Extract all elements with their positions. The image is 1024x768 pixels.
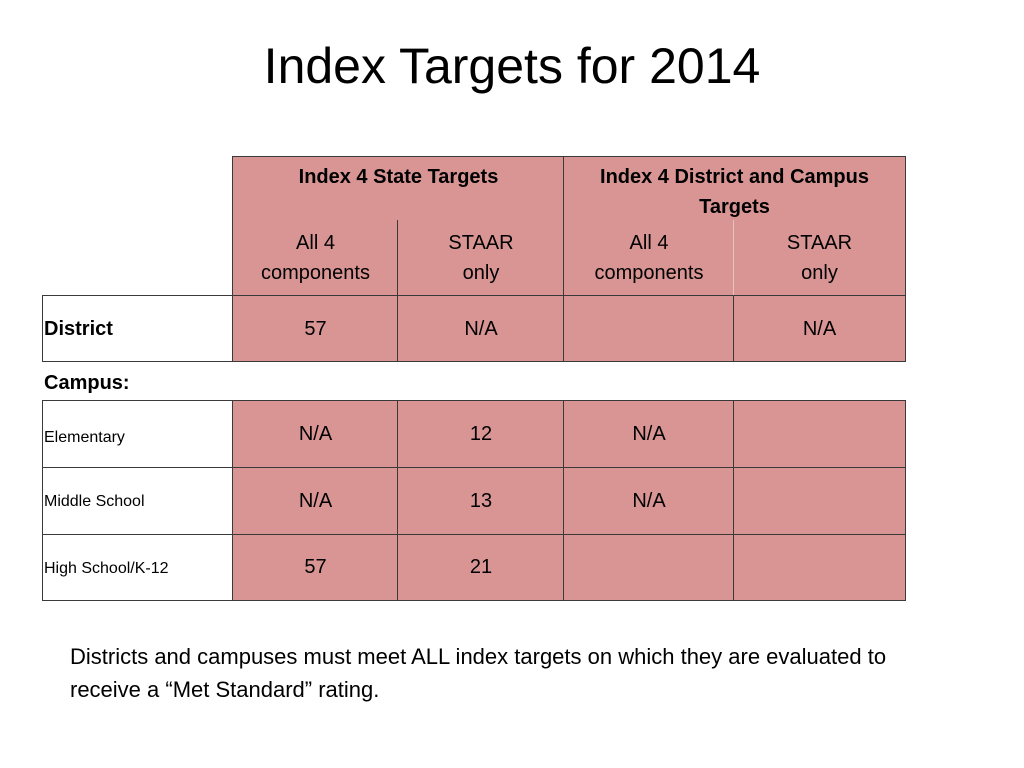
table-border (233, 156, 905, 157)
table-border (905, 156, 906, 362)
middle-school-state-all: N/A (233, 467, 398, 534)
table-border (42, 467, 905, 468)
table-border (42, 600, 906, 601)
high-school-state-all: 57 (233, 534, 398, 600)
campus-row-label: High School/K-12 (44, 560, 169, 577)
district-state-staar: N/A (398, 296, 564, 361)
table-border (733, 295, 734, 362)
middle-school-state-staar: 13 (398, 467, 564, 534)
subheader-dc-staar-only: STAAR only (734, 220, 905, 296)
district-label: District (44, 317, 113, 340)
district-row-label: District (42, 296, 233, 361)
header-district-campus-targets: Index 4 District and Campus Targets (564, 157, 905, 220)
table-border (733, 400, 734, 601)
slide-title: Index Targets for 2014 (263, 38, 761, 94)
campus-section-label: Campus: (44, 372, 130, 394)
table-border (563, 156, 564, 362)
district-state-all: 57 (233, 296, 398, 361)
elementary-state-all: N/A (233, 401, 398, 467)
high-school-dc-all (564, 534, 734, 600)
table-border (42, 361, 905, 362)
table-border (42, 295, 43, 362)
table-border (563, 400, 564, 601)
subheader-state-staar-only-label: STAAR only (448, 232, 514, 284)
subheader-state-all-components-label: All 4 components (261, 232, 370, 284)
header-state-targets: Index 4 State Targets (233, 157, 564, 220)
table-border (42, 400, 905, 401)
subheader-state-all-components: All 4 components (233, 220, 398, 296)
district-dc-staar: N/A (734, 296, 905, 361)
table-border (42, 534, 905, 535)
table-border (397, 220, 398, 362)
footnote-text: Districts and campuses must meet ALL ind… (70, 644, 887, 702)
subheader-dc-staar-only-label: STAAR only (786, 232, 853, 284)
subheader-state-staar-only: STAAR only (398, 220, 564, 296)
table-border (905, 400, 906, 601)
subheader-dc-all-components: All 4 components (564, 220, 734, 296)
table-border (397, 400, 398, 601)
table-border (232, 400, 233, 601)
high-school-dc-staar (734, 534, 905, 600)
middle-school-dc-all: N/A (564, 467, 734, 534)
header-district-campus-targets-label: Index 4 District and Campus Targets (600, 166, 869, 218)
middle-school-dc-staar (734, 467, 905, 534)
subheader-dc-all-components-label: All 4 components (594, 232, 704, 284)
elementary-dc-staar (734, 401, 905, 467)
high-school-state-staar: 21 (398, 534, 564, 600)
table-border (42, 295, 905, 296)
header-state-targets-label: Index 4 State Targets (298, 166, 499, 188)
elementary-dc-all: N/A (564, 401, 734, 467)
district-dc-all (564, 296, 734, 361)
campus-row-label: Elementary (44, 429, 125, 446)
table-border (232, 156, 233, 362)
campus-row-label: Middle School (44, 493, 145, 510)
table-border (42, 400, 43, 601)
elementary-state-staar: 12 (398, 401, 564, 467)
table-border (733, 220, 734, 295)
